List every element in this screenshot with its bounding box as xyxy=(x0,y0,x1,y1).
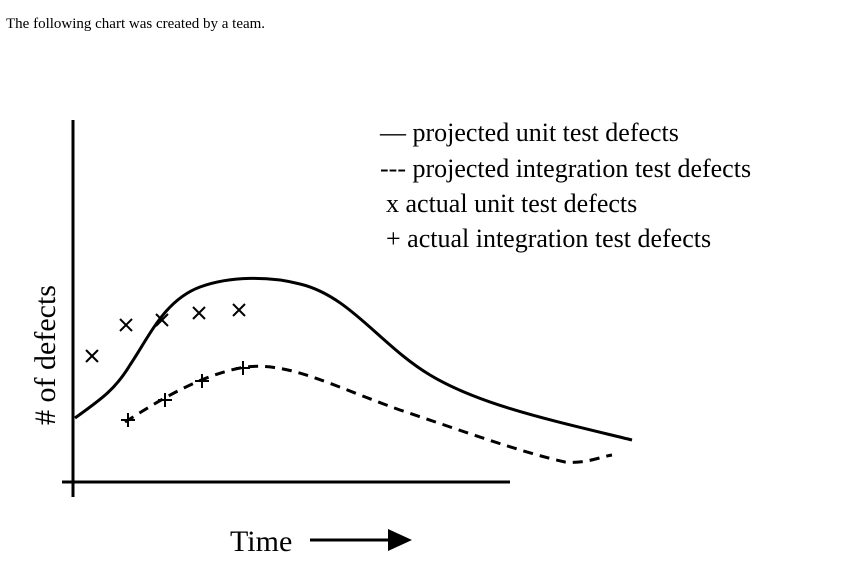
x-axis-label: Time xyxy=(230,525,292,558)
legend-entry: — projected unit test defects xyxy=(379,118,679,147)
legend-entry: + actual integration test defects xyxy=(386,224,711,253)
projected-integration-curve xyxy=(124,364,613,464)
actual-unit-markers xyxy=(85,303,246,363)
projected-unit-curve xyxy=(74,276,633,442)
actual-integration-markers xyxy=(121,361,250,427)
legend-entry: --- projected integration test defects xyxy=(380,154,751,183)
y-axis-label: # of defects xyxy=(29,285,62,425)
image-background xyxy=(0,105,845,562)
intro-text: The following chart was created by a tea… xyxy=(6,16,266,32)
time-arrowhead xyxy=(388,529,412,551)
legend-entry: x actual unit test defects xyxy=(386,189,637,218)
